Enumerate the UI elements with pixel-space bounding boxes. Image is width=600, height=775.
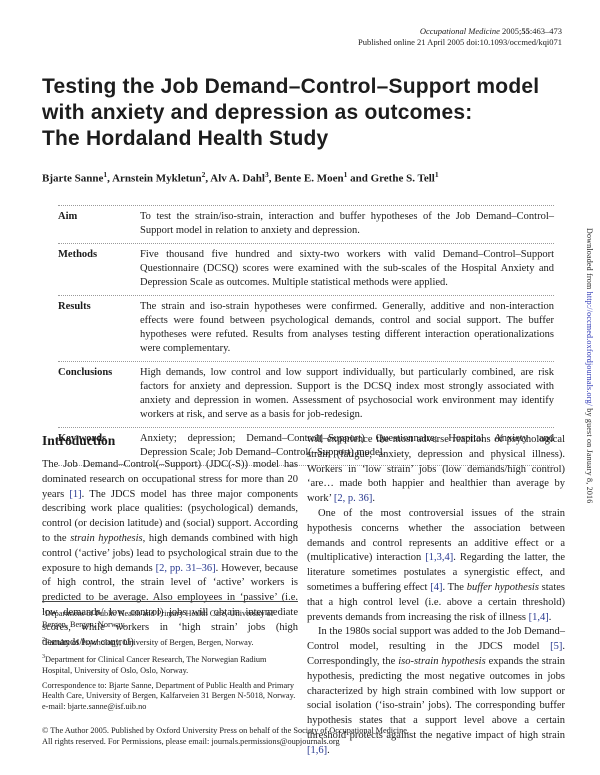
title-line-2: with anxiety and depression as outcomes: xyxy=(42,101,473,124)
text-segment: The Job Demand–Control(–Support) (JDC(-S… xyxy=(42,459,298,500)
intro-paragraph-1: The Job Demand–Control(–Support) (JDC(-S… xyxy=(42,458,298,650)
article-title: Testing the Job Demand–Control–Support m… xyxy=(42,74,567,152)
citation-link[interactable]: [2, pp. 31–36] xyxy=(155,562,216,574)
intro-paragraph-2: will experience the most adverse reactio… xyxy=(307,433,565,507)
footnote-affiliation-1: 1Department of Public Health and Primary… xyxy=(42,606,298,630)
text-segment: Occupational Medicine xyxy=(419,26,500,36)
abstract-row-results: Results The strain and iso-strain hypoth… xyxy=(58,295,554,361)
text-segment: strain hypothesis xyxy=(70,532,143,544)
superscript: 1 xyxy=(434,170,439,179)
text-segment: . However, because of high control, the … xyxy=(42,562,298,648)
text-segment: buffer hypothesis xyxy=(466,581,539,593)
text-segment: by guest on January 8, 2016 xyxy=(585,406,594,504)
abstract-label: Aim xyxy=(58,211,78,222)
footnote-correspondence: Correspondence to: Bjarte Sanne, Departm… xyxy=(42,681,298,713)
superscript: 1 xyxy=(343,170,348,179)
author-list: Bjarte Sanne1, Arnstein Mykletun2, Alv A… xyxy=(42,170,567,185)
footnote-divider xyxy=(42,601,298,603)
text-segment: In the 1980s social support was added to… xyxy=(307,626,565,653)
download-provenance-note: Downloaded from http://occmed.oxfordjour… xyxy=(585,228,594,558)
intro-paragraph-3: One of the most controversial issues of … xyxy=(307,507,565,625)
abstract-table: Aim To test the strain/iso-strain, inter… xyxy=(58,205,554,466)
text-segment: One of the most controversial issues of … xyxy=(307,507,565,564)
text-segment: will experience the most adverse reactio… xyxy=(307,434,565,505)
text-segment: , Arnstein Mykletun xyxy=(107,172,202,185)
abstract-label: Methods xyxy=(58,249,98,260)
abstract-row-conclusions: Conclusions High demands, low control an… xyxy=(58,361,554,427)
text-segment: expands the strain hypothesis, predictin… xyxy=(307,655,565,741)
citation-link[interactable]: [1] xyxy=(69,488,82,500)
superscript: 2 xyxy=(42,636,45,643)
text-segment: 2005; xyxy=(499,26,522,36)
title-line-3: The Hordaland Health Study xyxy=(42,127,329,150)
text-segment: states that a high control level (i.e. a… xyxy=(307,581,565,623)
citation-link[interactable]: [5] xyxy=(550,641,563,653)
superscript: 1 xyxy=(103,170,108,179)
footnote-affiliation-2: 2Faculty of Psychology, University of Be… xyxy=(42,635,298,649)
citation-link[interactable]: [1,4] xyxy=(528,611,549,623)
abstract-row-methods: Methods Five thousand five hundred and s… xyxy=(58,243,554,295)
text-segment: and Grethe S. Tell xyxy=(347,172,435,185)
text-segment: . xyxy=(372,493,376,505)
text-segment: . xyxy=(327,744,330,756)
text-segment: Downloaded from xyxy=(585,228,594,292)
text-segment: , Bente E. Moen xyxy=(268,172,344,185)
superscript: 3 xyxy=(42,654,45,661)
text-segment: Correspondence to: Bjarte Sanne, Departm… xyxy=(42,680,296,712)
text-segment: , high demands combined with high contro… xyxy=(42,532,298,574)
citation-link[interactable]: [1,3,4] xyxy=(425,552,454,564)
abstract-text: To test the strain/iso-strain, interacti… xyxy=(140,211,554,236)
text-segment: . Correspondingly, the xyxy=(307,641,565,667)
copyright-line-2: All rights reserved. For Permissions, pl… xyxy=(42,736,340,746)
abstract-label: Conclusions xyxy=(58,367,113,378)
superscript: 1 xyxy=(42,608,45,615)
published-online-line: Published online 21 April 2005 doi:10.10… xyxy=(358,36,562,47)
text-segment: . xyxy=(548,611,552,623)
abstract-label: Key words xyxy=(58,433,107,444)
footnotes-block: 1Department of Public Health and Primary… xyxy=(42,601,298,717)
intro-paragraph-4: In the 1980s social support was added to… xyxy=(307,625,565,758)
superscript: 2 xyxy=(201,170,206,179)
copyright-footer: © The Author 2005. Published by Oxford U… xyxy=(42,726,567,747)
superscript: 3 xyxy=(264,170,269,179)
text-segment: . The xyxy=(442,581,467,593)
text-segment: iso-strain hypothesis xyxy=(398,655,486,667)
abstract-row-keywords: Key words Anxiety; depression; Demand–Co… xyxy=(58,427,554,466)
right-column: will experience the most adverse reactio… xyxy=(307,433,565,756)
text-segment: :463–473 xyxy=(529,26,562,36)
left-column: Introduction The Job Demand–Control(–Sup… xyxy=(42,433,298,717)
text-segment: Faculty of Psychology, University of Ber… xyxy=(45,637,254,647)
title-line-1: Testing the Job Demand–Control–Support m… xyxy=(42,75,540,98)
citation-link[interactable]: [2, p. 36] xyxy=(333,493,373,505)
text-segment: Bjarte Sanne xyxy=(42,172,104,185)
text-segment: 55 xyxy=(521,26,530,36)
citation-link[interactable]: [1,6] xyxy=(307,744,328,756)
citation-link[interactable]: [4] xyxy=(430,581,443,593)
abstract-text: The strain and iso-strain hypotheses wer… xyxy=(140,301,554,354)
footnote-affiliation-3: 3Department for Clinical Cancer Research… xyxy=(42,652,298,676)
text-segment: . Regarding the latter, the literature s… xyxy=(307,552,566,593)
text-segment: . The JDCS model has three major compone… xyxy=(42,488,298,544)
text-segment: , Alv A. Dahl xyxy=(205,172,265,185)
section-heading-introduction: Introduction xyxy=(42,433,116,448)
abstract-label: Results xyxy=(58,301,91,312)
copyright-line-1: © The Author 2005. Published by Oxford U… xyxy=(42,726,409,735)
journal-citation: Occupational Medicine 2005;55:463–473 xyxy=(358,26,562,37)
abstract-row-aim: Aim To test the strain/iso-strain, inter… xyxy=(58,205,554,243)
abstract-text: Anxiety; depression; Demand–Control(–Sup… xyxy=(140,433,554,458)
abstract-text: High demands, low control and low suppor… xyxy=(140,367,554,420)
introduction-columns: Introduction The Job Demand–Control(–Sup… xyxy=(42,433,565,756)
abstract-text: Five thousand five hundred and sixty-two… xyxy=(140,249,554,288)
text-segment: Department for Clinical Cancer Research,… xyxy=(42,655,267,675)
url-link[interactable]: http://occmed.oxfordjournals.org/ xyxy=(585,291,594,407)
journal-header: Occupational Medicine 2005;55:463–473 Pu… xyxy=(358,26,562,47)
text-segment: Department of Public Health and Primary … xyxy=(42,609,274,629)
